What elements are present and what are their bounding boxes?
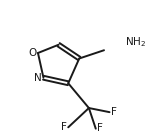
- Text: NH$_2$: NH$_2$: [125, 35, 146, 49]
- Text: N: N: [34, 73, 42, 83]
- Text: F: F: [111, 107, 117, 117]
- Text: O: O: [28, 48, 36, 58]
- Text: F: F: [97, 123, 103, 133]
- Text: F: F: [61, 122, 67, 132]
